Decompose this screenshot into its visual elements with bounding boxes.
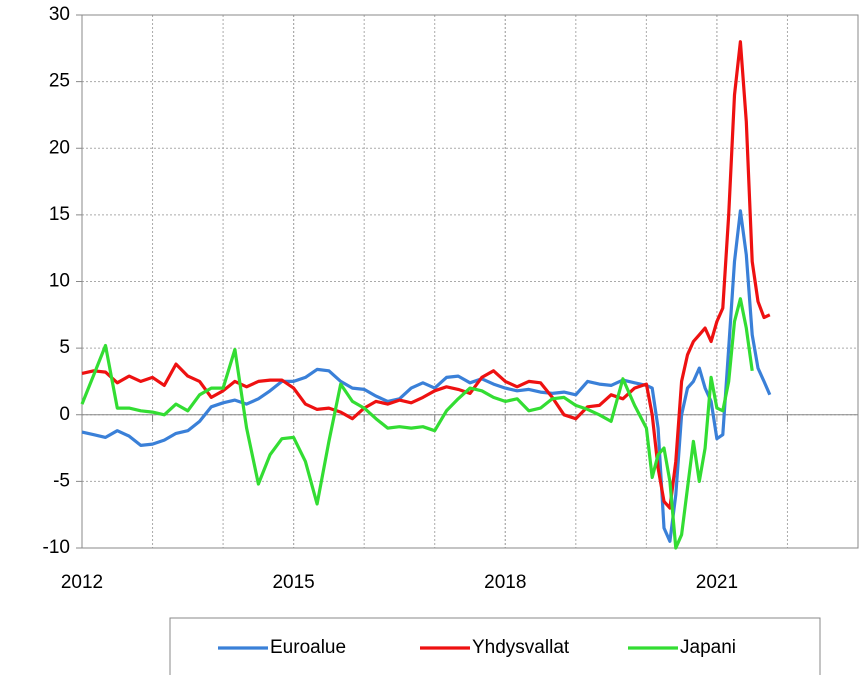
x-tick-label: 2012 bbox=[61, 572, 103, 593]
y-tick-label: 15 bbox=[49, 204, 70, 225]
y-tick-label: -10 bbox=[43, 537, 70, 558]
legend-label: Yhdysvallat bbox=[472, 637, 570, 658]
y-tick-label: 30 bbox=[49, 4, 70, 25]
legend-box bbox=[169, 617, 821, 675]
series-line bbox=[81, 209, 772, 543]
y-tick-label: 5 bbox=[59, 337, 70, 358]
y-tick-label: 25 bbox=[49, 71, 70, 92]
y-tick-label: -5 bbox=[53, 470, 70, 491]
legend-label: Euroalue bbox=[270, 637, 346, 658]
y-tick-label: 10 bbox=[49, 271, 70, 292]
x-tick-label: 2021 bbox=[696, 572, 738, 593]
series-line bbox=[81, 40, 771, 510]
y-tick-label: 20 bbox=[49, 137, 70, 158]
y-tick-label: 0 bbox=[59, 404, 70, 425]
legend-label: Japani bbox=[680, 637, 736, 658]
x-tick-label: 2015 bbox=[272, 572, 314, 593]
series-line bbox=[80, 297, 754, 550]
x-tick-label: 2018 bbox=[484, 572, 526, 593]
plot-frame bbox=[81, 14, 859, 549]
